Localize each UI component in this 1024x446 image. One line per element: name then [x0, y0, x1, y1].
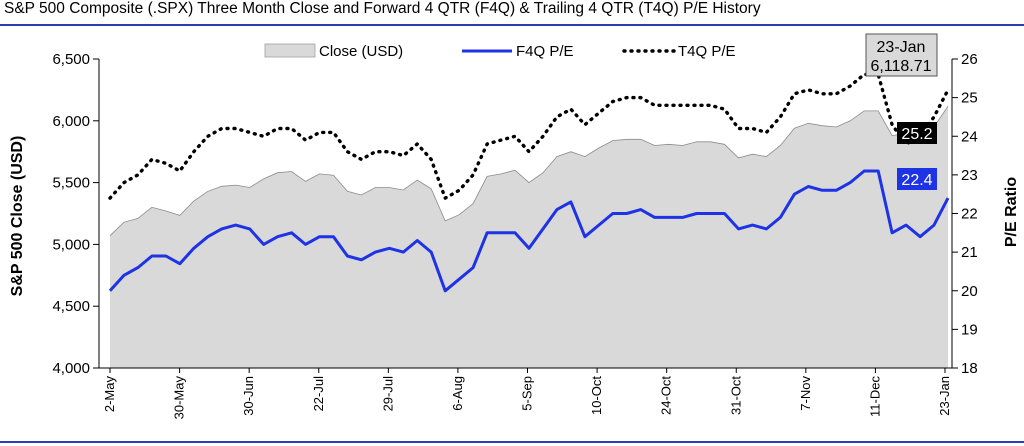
x-tick-label: 24-Oct: [659, 376, 674, 415]
right-tick-label: 24: [961, 128, 978, 145]
f4q-callout-box: [897, 168, 937, 190]
x-tick-label: 10-Oct: [589, 376, 604, 415]
right-tick-label: 19: [961, 321, 978, 338]
x-ticks: 2-May 30-May 30-Jun 22-Jul 29-Jul 6-Aug 5-Sep 1…: [102, 368, 952, 419]
legend: Close (USD) F4Q P/E T4Q P/E: [264, 43, 736, 60]
right-tick-label: 20: [961, 283, 978, 300]
callout-date: 23-Jan: [877, 39, 926, 56]
pe-lines-layer: [108, 72, 950, 293]
legend-label-t4q: T4Q P/E: [678, 43, 736, 60]
f4q-pe-line: [108, 169, 950, 293]
x-tick-label: 30-Jun: [241, 376, 256, 416]
bottom-rule: [0, 441, 1024, 443]
close-area-outline: [109, 105, 949, 236]
close-callout-box: [865, 33, 938, 77]
left-tick-label: 4,500: [52, 298, 90, 315]
callout-close: 6,118.71: [870, 58, 931, 75]
close-area: [110, 106, 948, 368]
right-tick-label: 21: [961, 244, 978, 261]
x-tick-label: 29-Jul: [380, 376, 395, 412]
left-tick-label: 5,500: [52, 175, 90, 192]
legend-label-f4q: F4Q P/E: [516, 43, 574, 60]
x-tick-label: 22-Jul: [311, 376, 326, 412]
x-tick-label: 30-May: [172, 376, 187, 420]
callout-t4q: 25.2: [901, 126, 932, 143]
legend-label-close: Close (USD): [319, 43, 403, 60]
right-tick-label: 23: [961, 167, 978, 184]
callout-f4q: 22.4: [901, 172, 932, 189]
left-axis-label: S&P 500 Close (USD): [9, 136, 26, 297]
left-y-ticks: 4,000 4,500 5,000 5,500 6,000 6,500: [52, 51, 99, 377]
close-area-layer: [109, 105, 949, 368]
right-tick-label: 18: [961, 360, 978, 377]
left-tick-label: 6,000: [52, 113, 90, 130]
title-rule: [0, 24, 1024, 26]
x-tick-label: 7-Nov: [798, 376, 813, 411]
x-tick-label: 2-May: [102, 376, 117, 413]
t4q-pe-line: [108, 72, 950, 200]
chart-title: S&P 500 Composite (.SPX) Three Month Clo…: [4, 0, 761, 17]
x-tick-label: 5-Sep: [520, 376, 535, 411]
right-y-ticks: 18 19 20 21 22 23 24 25 26: [952, 51, 978, 377]
x-tick-label: 6-Aug: [450, 376, 465, 411]
left-tick-label: 6,500: [52, 51, 90, 68]
right-tick-label: 26: [961, 51, 978, 68]
x-tick-label: 11-Dec: [867, 376, 882, 417]
left-tick-label: 5,000: [52, 236, 90, 253]
right-axis-label: P/E Ratio: [1003, 177, 1020, 247]
x-tick-label: 31-Oct: [728, 376, 743, 415]
callouts: 23-Jan 6,118.71 25.2 22.4: [865, 33, 938, 190]
x-tick-label: 23-Jan: [937, 376, 952, 416]
right-tick-label: 22: [961, 206, 978, 223]
t4q-callout-box: [897, 122, 937, 144]
right-tick-label: 25: [961, 90, 978, 107]
left-tick-label: 4,000: [52, 360, 90, 377]
legend-swatch-close: [264, 43, 316, 58]
